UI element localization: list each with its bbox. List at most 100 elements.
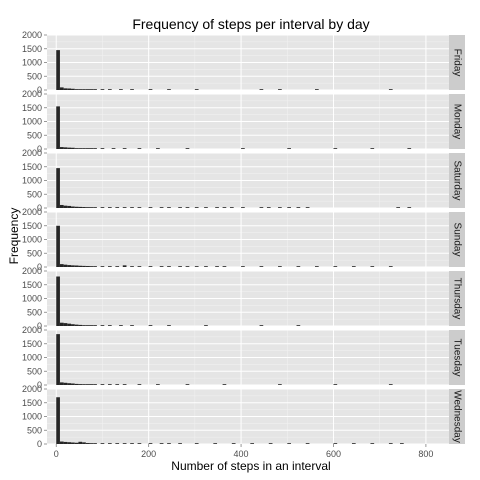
y-tick-label: 0 (37, 380, 42, 390)
histogram-bar (148, 443, 153, 444)
histogram-bar (93, 89, 97, 90)
histogram-bar (250, 443, 255, 444)
histogram-bar (333, 266, 338, 267)
histogram-bar (287, 148, 291, 149)
histogram-bar (63, 323, 68, 326)
histogram-bar (241, 207, 245, 208)
histogram-bar (67, 88, 72, 90)
facet-strip (449, 212, 465, 267)
histogram-bar (67, 442, 72, 444)
histogram-bar (82, 148, 86, 149)
histogram-bar (204, 207, 208, 208)
histogram-bar (407, 148, 412, 149)
histogram-bar (296, 207, 301, 208)
histogram-bar (93, 207, 97, 208)
histogram-bar (278, 207, 282, 208)
histogram-bar (396, 207, 401, 208)
histogram-bar (107, 443, 112, 444)
histogram-bar (78, 206, 83, 208)
histogram-bar (85, 266, 90, 267)
histogram-bar (400, 443, 404, 444)
histogram-bar (259, 325, 264, 326)
histogram-bar (351, 266, 356, 267)
histogram-bar (213, 443, 218, 444)
y-tick-label: 1000 (22, 235, 42, 245)
histogram-bar (100, 89, 105, 90)
histogram-bar (229, 207, 234, 208)
histogram-bar (56, 334, 60, 385)
histogram-bar (122, 384, 127, 385)
histogram-bar (315, 89, 319, 90)
y-tick-label: 2000 (22, 89, 42, 99)
histogram-bar (333, 148, 338, 149)
histogram-bar (59, 147, 64, 149)
histogram-bar (315, 266, 319, 267)
histogram-bar (370, 443, 375, 444)
histogram-bar (67, 265, 72, 267)
histogram-bar (74, 148, 79, 149)
x-tick-label: 0 (54, 449, 59, 459)
histogram-bar (100, 443, 105, 444)
y-axis-label: Frequency (7, 208, 21, 265)
y-tick-label: 1500 (22, 162, 42, 172)
histogram-bar (100, 266, 105, 267)
facet-strip (449, 94, 465, 149)
histogram-bar (115, 384, 120, 385)
facet-panel-sunday: 0 500 1000 1500 2000 Sunday (22, 207, 465, 272)
histogram-bar (204, 266, 208, 267)
y-tick-label: 500 (27, 189, 42, 199)
histogram-bar (85, 148, 90, 149)
histogram-bar (82, 207, 86, 208)
facet-panel-thursday: 0 500 1000 1500 2000 Thursday (22, 266, 465, 331)
histogram-bar (156, 384, 160, 385)
histogram-bar (185, 207, 190, 208)
histogram-bar (333, 384, 338, 385)
histogram-bar (156, 148, 160, 149)
histogram-bar (167, 266, 171, 267)
facet-panels: 0 500 1000 1500 2000 Friday 0 500 1000 1500 2000 Mo… (22, 30, 465, 449)
histogram-bar (107, 207, 112, 208)
histogram-bar (56, 50, 60, 90)
y-tick-label: 1000 (22, 294, 42, 304)
histogram-bar (194, 89, 199, 90)
histogram-bar (59, 441, 64, 444)
facet-strip-label: Friday (452, 49, 463, 77)
histogram-bar (130, 207, 134, 208)
histogram-bar (370, 266, 375, 267)
histogram-bar (93, 384, 97, 385)
histogram-bar (137, 266, 142, 267)
histogram-bar (130, 443, 134, 444)
y-tick-label: 0 (37, 203, 42, 213)
histogram-bar (287, 443, 291, 444)
facet-panel-wednesday: 0 500 1000 1500 2000 Wednesday (22, 384, 465, 449)
facet-strip-label: Saturday (452, 160, 463, 200)
histogram-bar (185, 384, 190, 385)
histogram-bar (115, 207, 120, 208)
facet-strip (449, 35, 465, 90)
y-tick-label: 2000 (22, 30, 42, 40)
histogram-bar (268, 443, 273, 444)
histogram-bar (296, 266, 301, 267)
histogram-bar (178, 266, 182, 267)
histogram-bar (93, 266, 97, 267)
histogram-bar (56, 106, 60, 149)
histogram-bar (82, 265, 86, 267)
histogram-bar (178, 443, 182, 444)
histogram-bar (194, 207, 199, 208)
histogram-bar (89, 148, 94, 149)
y-tick-label: 500 (27, 307, 42, 317)
histogram-bar (85, 325, 90, 326)
facet-strip-label: Tuesday (452, 339, 463, 377)
histogram-bar (388, 384, 393, 385)
histogram-bar (59, 382, 64, 385)
histogram-bar (63, 441, 68, 444)
histogram-bar (194, 266, 199, 267)
histogram-bar (74, 383, 79, 385)
histogram-bar (222, 207, 227, 208)
y-tick-label: 0 (37, 321, 42, 331)
histogram-bar (89, 443, 94, 444)
histogram-bar (115, 443, 120, 444)
histogram-bar (148, 207, 153, 208)
histogram-bar (71, 324, 75, 326)
histogram-bar (100, 207, 105, 208)
